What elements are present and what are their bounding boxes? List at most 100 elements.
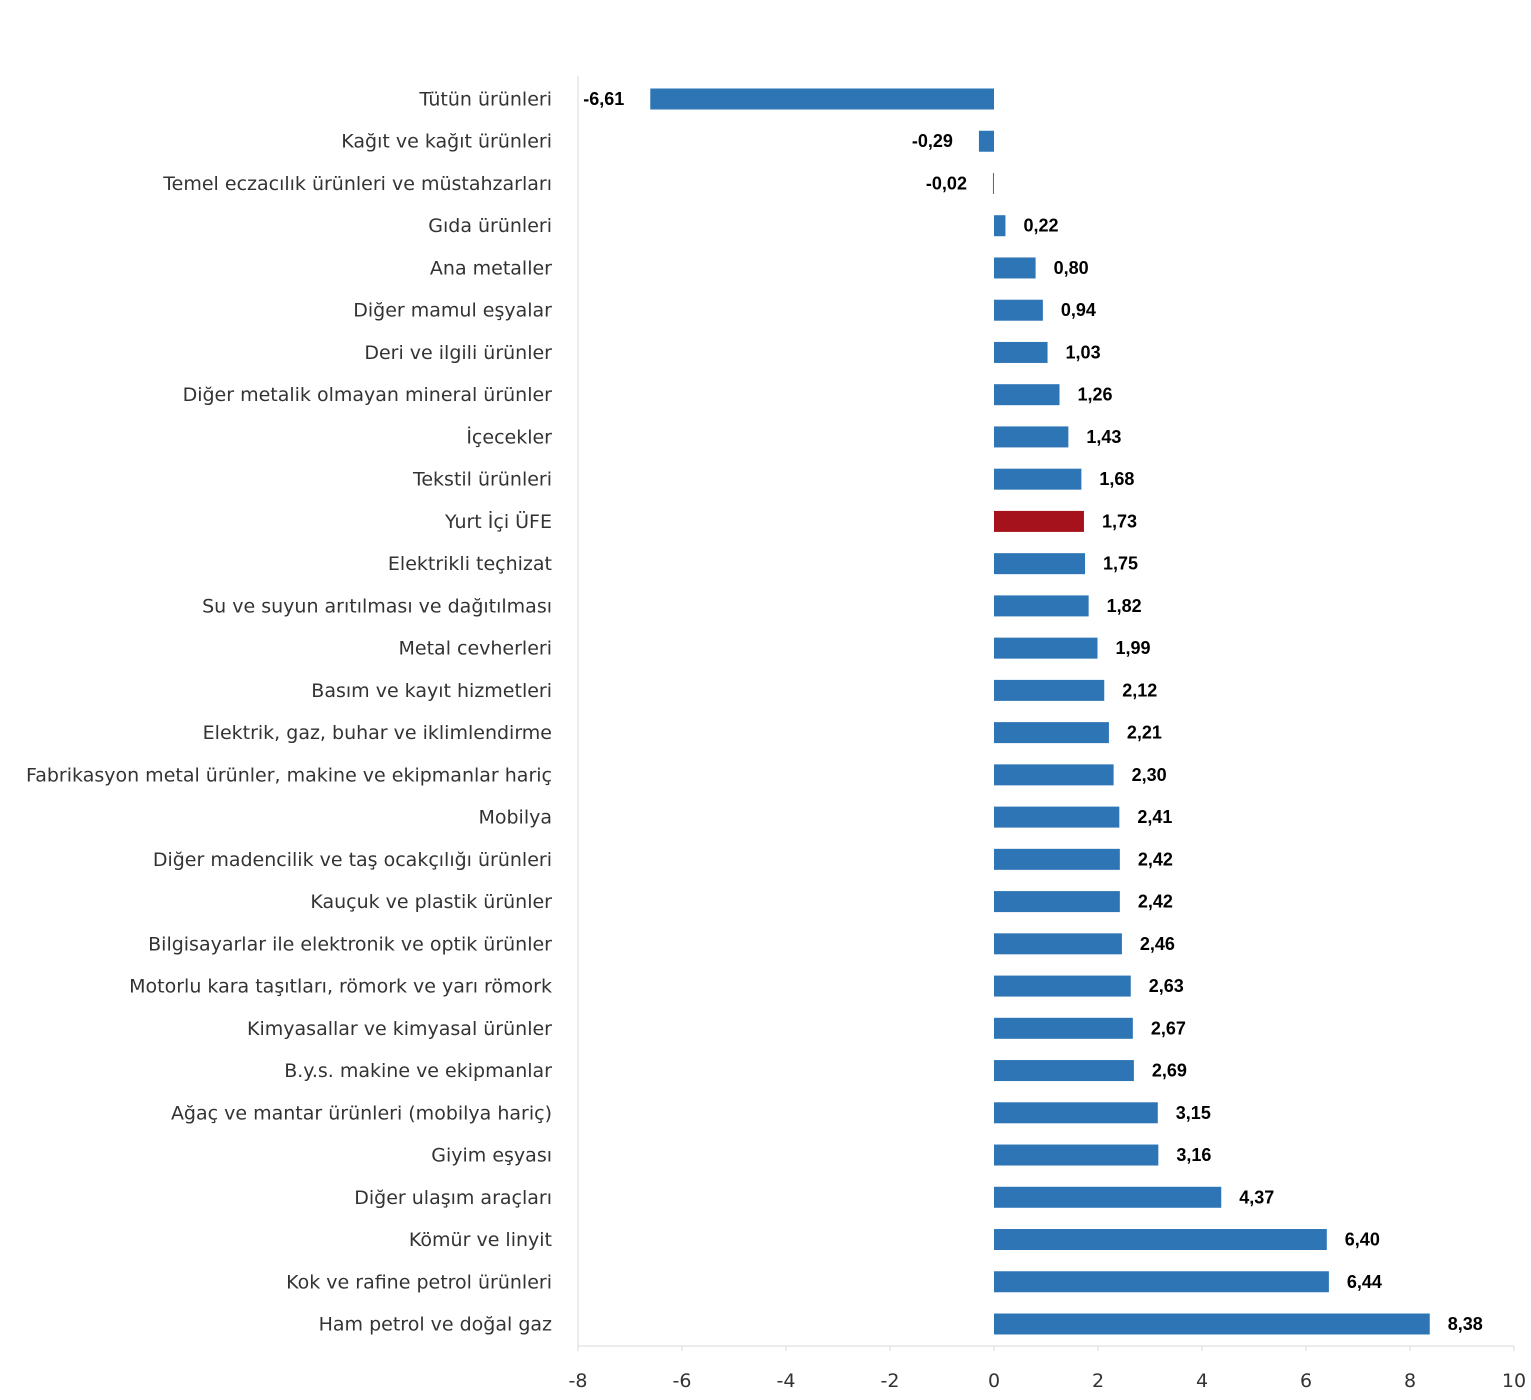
data-label: 1,68	[1099, 469, 1134, 489]
category-label: Kok ve rafine petrol ürünleri	[286, 1271, 552, 1293]
category-label: Metal cevherleri	[399, 638, 552, 660]
bar	[994, 891, 1120, 913]
category-label: Diğer metalik olmayan mineral ürünler	[183, 384, 553, 406]
category-label: Kömür ve linyit	[409, 1229, 552, 1251]
bar	[994, 1229, 1327, 1251]
bar	[994, 722, 1109, 744]
bar	[994, 1060, 1134, 1082]
category-label: Yurt İçi ÜFE	[444, 510, 552, 533]
bar	[994, 1017, 1133, 1039]
category-label: Diğer madencilik ve taş ocakçılığı ürünl…	[153, 849, 552, 871]
category-label: Elektrik, gaz, buhar ve iklimlendirme	[203, 722, 552, 744]
category-label: Elektrikli teçhizat	[388, 553, 552, 575]
category-labels: Tütün ürünleri Kağıt ve kağıt ürünleri Tem…	[26, 89, 552, 1336]
x-tick-label: 4	[1196, 1370, 1208, 1392]
value-labels: -6,61 -0,29 -0,02 0,22 0,80 0,94 1,03 1,26 1,43 1…	[583, 89, 1483, 1334]
data-label: 4,37	[1239, 1187, 1274, 1207]
data-label: 1,03	[1066, 342, 1101, 362]
data-label: 2,63	[1149, 976, 1184, 996]
category-label: Kimyasallar ve kimyasal ürünler	[247, 1018, 552, 1040]
data-label: 1,82	[1107, 596, 1142, 616]
bar	[994, 1271, 1329, 1293]
bar	[994, 806, 1120, 828]
data-label: 2,46	[1140, 934, 1175, 954]
data-label: 1,73	[1102, 511, 1137, 531]
category-label: Basım ve kayıt hizmetleri	[311, 680, 552, 702]
category-label: Tütün ürünleri	[418, 89, 552, 111]
data-label: 1,43	[1086, 427, 1121, 447]
data-label: 3,15	[1176, 1103, 1211, 1123]
x-tick-label: -2	[881, 1370, 900, 1392]
category-label: Fabrikasyon metal ürünler, makine ve eki…	[26, 764, 552, 786]
data-label: 6,44	[1347, 1272, 1382, 1292]
category-label: Motorlu kara taşıtları, römork ve yarı r…	[129, 976, 552, 998]
data-label: 2,12	[1122, 680, 1157, 700]
x-tick-label: 10	[1502, 1370, 1526, 1392]
bar	[994, 299, 1043, 321]
category-label: Ağaç ve mantar ürünleri (mobilya hariç)	[171, 1102, 552, 1124]
data-label: 2,21	[1127, 723, 1162, 743]
x-tick-label: -6	[673, 1370, 692, 1392]
bar	[994, 848, 1120, 870]
bar	[994, 679, 1105, 701]
bar	[994, 1186, 1222, 1208]
category-label: Kauçuk ve plastik ürünler	[310, 891, 552, 913]
category-label: Diğer mamul eşyalar	[353, 300, 552, 322]
bar	[992, 172, 994, 194]
bar	[994, 468, 1082, 490]
category-label: Ana metaller	[430, 257, 552, 279]
data-label: -0,02	[926, 173, 967, 193]
data-label: 0,80	[1054, 258, 1089, 278]
bar	[994, 215, 1006, 237]
bar	[994, 933, 1122, 955]
bar	[994, 257, 1036, 279]
x-tick-label: 6	[1300, 1370, 1312, 1392]
bar	[994, 384, 1060, 406]
bar	[650, 88, 994, 110]
x-axis: -8 -6 -4 -2 0 2 4 6 8 10	[569, 76, 1526, 1392]
x-tick-label: -8	[569, 1370, 588, 1392]
data-label: -6,61	[583, 89, 624, 109]
data-label: 2,67	[1151, 1018, 1186, 1038]
bar	[994, 595, 1089, 617]
data-label: 2,30	[1132, 765, 1167, 785]
bar	[994, 764, 1114, 786]
category-label: Gıda ürünleri	[428, 215, 552, 237]
category-label: Bilgisayarlar ile elektronik ve optik ür…	[148, 933, 552, 955]
category-label: Su ve suyun arıtılması ve dağıtılması	[202, 595, 552, 617]
data-label: 2,42	[1138, 849, 1173, 869]
bar	[994, 975, 1131, 997]
category-label: Deri ve ilgili ürünler	[364, 342, 552, 364]
category-label: Ham petrol ve doğal gaz	[319, 1314, 552, 1336]
category-label: Temel eczacılık ürünleri ve müstahzarlar…	[162, 173, 552, 195]
data-label: 2,69	[1152, 1061, 1187, 1081]
category-label: B.y.s. makine ve ekipmanlar	[284, 1060, 552, 1082]
category-label: Giyim eşyası	[431, 1145, 552, 1167]
data-label: 3,16	[1176, 1145, 1211, 1165]
category-label: Diğer ulaşım araçları	[354, 1187, 552, 1209]
data-label: 0,22	[1023, 216, 1058, 236]
category-label: Tekstil ürünleri	[412, 469, 552, 491]
category-label: İçecekler	[466, 425, 552, 448]
bar	[994, 637, 1098, 659]
data-label: 6,40	[1345, 1230, 1380, 1250]
data-label: 1,99	[1115, 638, 1150, 658]
x-tick-label: 2	[1092, 1370, 1104, 1392]
x-tick-label: -4	[777, 1370, 796, 1392]
bar	[994, 426, 1069, 448]
data-label: 1,75	[1103, 554, 1138, 574]
bar	[994, 510, 1084, 532]
bars-group	[650, 88, 1430, 1335]
data-label: 2,41	[1137, 807, 1172, 827]
bar	[978, 130, 994, 152]
data-label: -0,29	[912, 131, 953, 151]
data-label: 8,38	[1448, 1314, 1483, 1334]
x-tick-label: 0	[988, 1370, 1000, 1392]
bar	[994, 1144, 1159, 1166]
bar	[994, 1102, 1158, 1124]
x-tick-label: 8	[1404, 1370, 1416, 1392]
category-label: Kağıt ve kağıt ürünleri	[341, 131, 552, 153]
data-label: 2,42	[1138, 892, 1173, 912]
bar	[994, 1313, 1430, 1335]
